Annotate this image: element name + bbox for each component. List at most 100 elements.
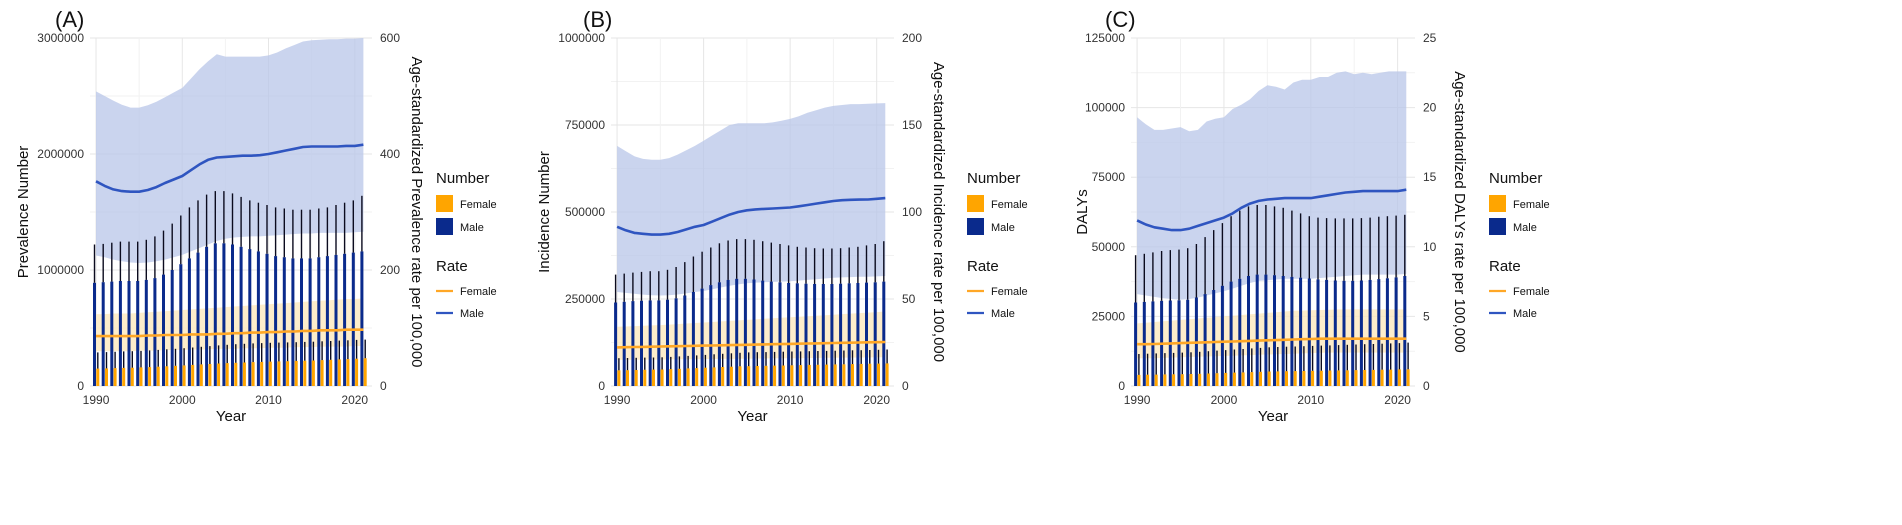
y-tick-label: 1000000 <box>558 31 605 45</box>
bar-female <box>1224 372 1228 386</box>
bar-female <box>346 359 350 386</box>
bar-female <box>617 370 621 386</box>
x-tick-label: 1990 <box>83 393 110 407</box>
bar-male <box>761 280 765 386</box>
female-rate-line <box>1137 337 1407 346</box>
y2-tick-label: 600 <box>380 31 400 45</box>
bar-female <box>1302 371 1306 386</box>
legend-label-male: Male <box>991 308 1015 320</box>
bar-female <box>208 364 212 386</box>
y-tick-label: 100000 <box>1085 101 1125 115</box>
bar-female <box>260 361 264 386</box>
bar-female <box>1259 371 1262 386</box>
y2-tick-label: 0 <box>1423 379 1430 393</box>
bar-female <box>799 365 803 386</box>
y-tick-label: 125000 <box>1085 31 1125 45</box>
legend-label-female: Female <box>991 286 1028 298</box>
bar-female <box>1276 371 1280 386</box>
bar-female <box>251 362 255 386</box>
bar-female <box>1397 369 1401 386</box>
bar-male <box>170 270 174 386</box>
x-axis-title: Year <box>216 408 246 425</box>
bar-female <box>363 358 367 386</box>
bar-male <box>317 257 321 386</box>
bar-male <box>334 254 338 386</box>
y2-tick-label: 5 <box>1423 309 1430 323</box>
female-rate-line <box>96 328 364 338</box>
x-axis-title: Year <box>1258 408 1288 425</box>
male-rate-line <box>1136 188 1407 232</box>
legend-swatch-female-bar <box>1489 195 1506 212</box>
bar-male <box>231 244 234 386</box>
panel-label: (A) <box>55 7 84 32</box>
bar-male <box>239 246 243 386</box>
bar-female <box>1293 371 1297 386</box>
legend-label-female: Female <box>460 199 497 211</box>
bar-female <box>1406 369 1410 386</box>
y-tick-label: 1000000 <box>37 263 84 277</box>
panel-label: (C) <box>1105 7 1136 32</box>
y-tick-label: 0 <box>1118 379 1125 393</box>
y2-tick-label: 150 <box>902 118 922 132</box>
bar-female <box>825 364 829 386</box>
bar-female <box>268 361 272 386</box>
bar-female <box>842 364 846 387</box>
bar-female <box>859 363 863 386</box>
bar-female <box>885 363 889 386</box>
y2-tick-label: 50 <box>902 292 916 306</box>
bar-female <box>1345 370 1349 386</box>
x-tick-label: 2020 <box>1384 393 1411 407</box>
bar-female <box>1206 373 1210 386</box>
bar-male <box>118 281 122 386</box>
bar-male <box>213 243 217 386</box>
legend-title-rate: Rate <box>436 258 468 275</box>
bar-female <box>747 366 751 386</box>
legend: Number Female Male Rate Female Male <box>436 170 497 320</box>
female-rate-line <box>617 340 886 349</box>
legend-label-female: Female <box>1513 199 1550 211</box>
bar-female <box>634 370 638 386</box>
bar-female <box>721 367 725 386</box>
y-tick-label: 3000000 <box>37 31 84 45</box>
bar-female <box>712 367 716 386</box>
bar-female <box>626 370 629 386</box>
bar-female <box>1363 370 1367 386</box>
bar-female <box>1232 372 1236 386</box>
bar-female <box>1328 370 1332 386</box>
bar-female <box>1180 374 1184 386</box>
y-axis-title: Prevalence Number <box>15 146 32 279</box>
bar-male <box>743 278 747 386</box>
bar-male <box>1273 275 1276 386</box>
bar-male <box>1203 294 1207 386</box>
bar-male <box>222 243 226 386</box>
bar-male <box>726 279 730 386</box>
x-tick-label: 2000 <box>1211 393 1238 407</box>
bar-female <box>729 366 733 386</box>
y2-tick-label: 100 <box>902 205 922 219</box>
bar-female <box>122 367 126 386</box>
legend-label-male: Male <box>460 308 484 320</box>
bar-male <box>153 278 157 386</box>
bar-male <box>325 256 329 386</box>
y-axis-title: DALYs <box>1074 189 1091 235</box>
bar-male <box>1255 274 1259 386</box>
bar-female <box>199 364 203 386</box>
bar-male <box>709 285 713 386</box>
legend: Number Female Male Rate Female Male <box>1489 170 1550 320</box>
bar-male <box>93 282 96 386</box>
bar-female <box>790 365 794 386</box>
bar-male <box>1264 274 1268 386</box>
x-tick-label: 2010 <box>777 393 804 407</box>
bar-male <box>187 258 191 386</box>
legend-swatch-female-bar <box>967 195 984 212</box>
bar-female <box>781 365 785 386</box>
panel-0: (A) 0 1000000 2000000 3000000 0 200 400 600 1990 2… <box>15 7 497 425</box>
bar-male <box>1316 279 1320 386</box>
bar-male <box>144 279 148 386</box>
bar-female <box>1154 374 1158 386</box>
bar-male <box>256 251 260 386</box>
bar-female <box>311 360 315 386</box>
y-tick-label: 2000000 <box>37 147 84 161</box>
x-tick-label: 2010 <box>1297 393 1324 407</box>
